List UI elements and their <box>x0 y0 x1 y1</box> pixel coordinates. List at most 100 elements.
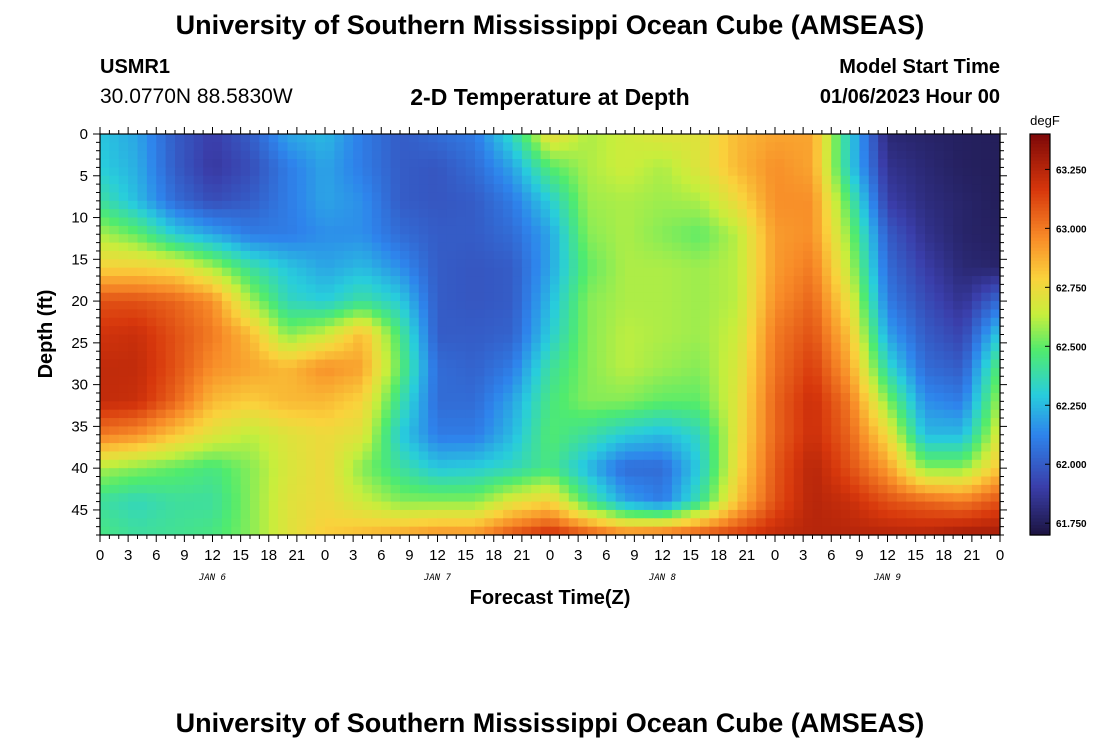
heatmap-cell <box>840 509 851 519</box>
heatmap-cell <box>409 250 420 260</box>
heatmap-cell <box>128 150 139 160</box>
heatmap-cell <box>925 367 935 377</box>
heatmap-cell <box>212 159 223 169</box>
heatmap-cell <box>906 359 917 369</box>
heatmap-cell <box>821 242 832 252</box>
heatmap-cell <box>371 159 382 169</box>
heatmap-cell <box>100 317 110 327</box>
heatmap-cell <box>503 451 514 461</box>
heatmap-cell <box>634 242 645 252</box>
heatmap-cell <box>278 392 289 402</box>
heatmap-cell <box>259 418 270 427</box>
heatmap-cell <box>615 509 626 519</box>
heatmap-cell <box>784 359 795 369</box>
heatmap-cell <box>887 468 898 478</box>
heatmap-cell <box>615 167 626 177</box>
heatmap-cell <box>484 426 495 436</box>
heatmap-cell <box>840 426 851 436</box>
heatmap-cell <box>184 159 195 169</box>
heatmap-cell <box>362 526 373 536</box>
heatmap-cell <box>728 234 739 244</box>
heatmap-cell <box>550 476 560 486</box>
heatmap-cell <box>981 434 992 444</box>
heatmap-cell <box>175 468 185 478</box>
heatmap-cell <box>962 367 973 377</box>
heatmap-cell <box>625 150 635 160</box>
heatmap-cell <box>625 526 635 536</box>
heatmap-cell <box>596 159 607 169</box>
heatmap-cell <box>868 526 879 536</box>
x-tick-label: 15 <box>907 547 924 564</box>
heatmap-cell <box>390 175 401 185</box>
heatmap-cell <box>775 142 785 152</box>
colorbar-segment <box>1030 190 1050 195</box>
heatmap-cell <box>662 292 673 302</box>
heatmap-cell <box>221 209 232 219</box>
heatmap-cell <box>315 192 326 202</box>
heatmap-cell <box>231 150 242 160</box>
heatmap-cell <box>118 468 129 478</box>
heatmap-cell <box>596 242 607 252</box>
heatmap-cell <box>953 443 964 453</box>
heatmap-cell <box>353 376 364 386</box>
heatmap-cell <box>887 351 898 361</box>
heatmap-cell <box>915 476 926 486</box>
heatmap-cell <box>775 301 785 311</box>
heatmap-cell <box>381 301 392 311</box>
heatmap-cell <box>550 418 560 427</box>
heatmap-cell <box>971 359 982 369</box>
heatmap-cell <box>475 342 485 352</box>
heatmap-cell <box>362 184 373 194</box>
heatmap-cell <box>409 192 420 202</box>
heatmap-cell <box>596 326 607 336</box>
heatmap-cell <box>915 292 926 302</box>
heatmap-cell <box>325 175 335 185</box>
heatmap-cell <box>550 509 560 519</box>
heatmap-cell <box>953 175 964 185</box>
heatmap-cell <box>850 376 860 386</box>
heatmap-cell <box>268 134 279 143</box>
heatmap-cell <box>840 409 851 419</box>
heatmap-cell <box>250 159 260 169</box>
heatmap-cell <box>728 468 739 478</box>
heatmap-cell <box>653 434 664 444</box>
heatmap-cell <box>493 443 504 453</box>
heatmap-cell <box>859 418 870 427</box>
heatmap-cell <box>793 301 804 311</box>
heatmap-cell <box>212 267 223 277</box>
heatmap-cell <box>446 367 457 377</box>
heatmap-cell <box>306 284 317 294</box>
heatmap-cell <box>840 518 851 528</box>
heatmap-cell <box>362 134 373 143</box>
heatmap-cell <box>943 401 954 411</box>
heatmap-cell <box>990 493 1001 503</box>
heatmap-cell <box>887 409 898 419</box>
heatmap-cell <box>493 217 504 227</box>
heatmap-cell <box>193 326 204 336</box>
heatmap-cell <box>325 367 335 377</box>
heatmap-cell <box>662 459 673 469</box>
heatmap-cell <box>840 367 851 377</box>
colorbar-segment <box>1030 204 1050 209</box>
heatmap-cell <box>615 317 626 327</box>
heatmap-cell <box>934 526 945 536</box>
heatmap-cell <box>709 301 720 311</box>
heatmap-cell <box>118 401 129 411</box>
heatmap-cell <box>118 409 129 419</box>
heatmap-cell <box>315 150 326 160</box>
heatmap-cell <box>700 234 710 244</box>
heatmap-cell <box>268 234 279 244</box>
heatmap-cell <box>859 384 870 394</box>
heatmap-cell <box>250 484 260 494</box>
heatmap-cell <box>409 509 420 519</box>
heatmap-cell <box>681 418 692 427</box>
heatmap-cell <box>981 209 992 219</box>
heatmap-cell <box>287 159 298 169</box>
heatmap-cell <box>250 342 260 352</box>
heatmap-cell <box>175 518 185 528</box>
heatmap-cell <box>812 150 823 160</box>
heatmap-cell <box>756 326 767 336</box>
heatmap-cell <box>250 418 260 427</box>
heatmap-cell <box>925 376 935 386</box>
heatmap-cell <box>690 451 701 461</box>
